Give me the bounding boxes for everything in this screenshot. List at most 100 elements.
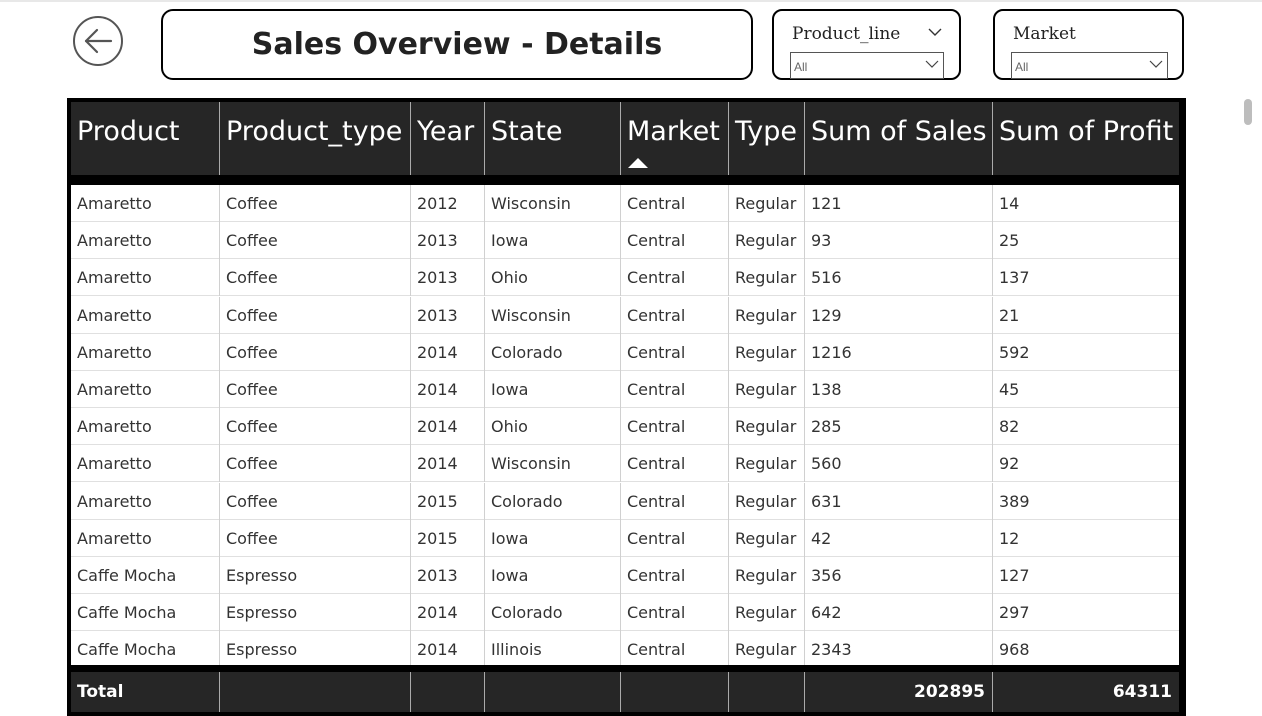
cell-type: Regular: [729, 520, 805, 557]
cell-market: Central: [621, 557, 729, 594]
cell-product: Amaretto: [71, 259, 220, 296]
table-row[interactable]: Caffe Mocha Espresso 2014 Colorado Central Re…: [71, 594, 1179, 631]
cell-sum-of-sales: 356: [805, 557, 993, 594]
cell-sum-of-profit: 14: [999, 194, 1020, 213]
market-slicer: Market All: [993, 9, 1184, 80]
table-row[interactable]: Amaretto Coffee 2013 Iowa Central Regular 93 25: [71, 222, 1179, 259]
total-cell-empty: [485, 672, 621, 712]
cell-market: Central: [621, 445, 729, 482]
cell-year: 2014: [411, 334, 485, 371]
cell-type: Regular: [729, 259, 805, 296]
back-button[interactable]: [73, 16, 123, 66]
vertical-scrollbar[interactable]: [1244, 99, 1252, 125]
table-row[interactable]: Amaretto Coffee 2014 Ohio Central Regular 285 8…: [71, 408, 1179, 445]
product-line-dropdown-value: All: [794, 60, 808, 74]
cell-product: Amaretto: [71, 520, 220, 557]
product-line-dropdown[interactable]: All: [790, 52, 944, 79]
cell-market: Central: [621, 185, 729, 222]
cell-sum-of-sales: 42: [805, 520, 993, 557]
cell-year: 2012: [411, 185, 485, 222]
cell-product-type: Espresso: [220, 594, 411, 631]
column-header-sum-of-profit[interactable]: Sum of Profit: [999, 116, 1174, 147]
cell-product-type: Coffee: [220, 185, 411, 222]
table-row[interactable]: Amaretto Coffee 2014 Colorado Central Regular…: [71, 334, 1179, 371]
total-cell-empty: [621, 672, 729, 712]
cell-state: Colorado: [485, 334, 621, 371]
cell-product-type: Coffee: [220, 297, 411, 334]
table-total-row: Total 202895 64311: [71, 672, 1179, 712]
market-dropdown[interactable]: All: [1011, 52, 1168, 79]
cell-product: Amaretto: [71, 297, 220, 334]
table-row[interactable]: Amaretto Coffee 2013 Ohio Central Regular 516 1…: [71, 259, 1179, 296]
cell-sum-of-profit: 82: [999, 417, 1020, 436]
cell-market: Central: [621, 297, 729, 334]
cell-market: Central: [621, 371, 729, 408]
column-header-sum-of-sales[interactable]: Sum of Sales: [805, 102, 993, 175]
table-row[interactable]: Amaretto Coffee 2014 Iowa Central Regular 138 4…: [71, 371, 1179, 408]
cell-product-type: Coffee: [220, 445, 411, 482]
cell-sum-of-sales: 560: [805, 445, 993, 482]
top-edge: [0, 0, 1262, 2]
cell-product: Caffe Mocha: [71, 594, 220, 631]
page-title-box: Sales Overview - Details: [161, 9, 753, 80]
cell-product: Amaretto: [71, 445, 220, 482]
cell-product-type: Coffee: [220, 222, 411, 259]
column-header-product[interactable]: Product: [71, 102, 220, 175]
cell-market: Central: [621, 222, 729, 259]
cell-product-type: Espresso: [220, 631, 411, 665]
cell-sum-of-sales: 2343: [805, 631, 993, 665]
cell-year: 2015: [411, 483, 485, 520]
cell-sum-of-sales: 631: [805, 483, 993, 520]
cell-year: 2014: [411, 445, 485, 482]
column-header-year[interactable]: Year: [411, 102, 485, 175]
cell-product: Amaretto: [71, 334, 220, 371]
column-header-market[interactable]: Market: [621, 102, 729, 175]
chevron-down-icon: [1149, 60, 1163, 68]
table-header: Product Product_type Year State Market T…: [71, 102, 1179, 175]
cell-sum-of-sales: 516: [805, 259, 993, 296]
table-row[interactable]: Amaretto Coffee 2015 Colorado Central Regular…: [71, 483, 1179, 520]
cell-product: Amaretto: [71, 185, 220, 222]
table-row[interactable]: Amaretto Coffee 2015 Iowa Central Regular 42 12: [71, 520, 1179, 557]
cell-type: Regular: [729, 185, 805, 222]
sales-table: Product Product_type Year State Market T…: [67, 98, 1186, 716]
cell-sum-of-sales: 285: [805, 408, 993, 445]
column-header-market-label: Market: [627, 116, 720, 147]
cell-sum-of-profit: 968: [999, 640, 1030, 659]
chevron-down-icon[interactable]: [928, 28, 942, 37]
total-cell-empty: [729, 672, 805, 712]
cell-type: Regular: [729, 483, 805, 520]
table-row[interactable]: Caffe Mocha Espresso 2014 Illinois Central Re…: [71, 631, 1179, 665]
cell-product-type: Coffee: [220, 371, 411, 408]
column-header-type[interactable]: Type: [729, 102, 805, 175]
cell-year: 2013: [411, 222, 485, 259]
cell-market: Central: [621, 520, 729, 557]
cell-product-type: Coffee: [220, 334, 411, 371]
column-header-product-type[interactable]: Product_type: [220, 102, 411, 175]
table-row[interactable]: Amaretto Coffee 2012 Wisconsin Central Regula…: [71, 185, 1179, 222]
table-row[interactable]: Caffe Mocha Espresso 2013 Iowa Central Regula…: [71, 557, 1179, 594]
cell-state: Iowa: [485, 222, 621, 259]
cell-type: Regular: [729, 557, 805, 594]
cell-product-type: Coffee: [220, 408, 411, 445]
page-title: Sales Overview - Details: [251, 27, 663, 62]
column-header-state[interactable]: State: [485, 102, 621, 175]
cell-product-type: Coffee: [220, 520, 411, 557]
cell-year: 2015: [411, 520, 485, 557]
cell-product-type: Espresso: [220, 557, 411, 594]
cell-year: 2014: [411, 408, 485, 445]
table-row[interactable]: Amaretto Coffee 2013 Wisconsin Central Regula…: [71, 297, 1179, 334]
table-row[interactable]: Amaretto Coffee 2014 Wisconsin Central Regula…: [71, 445, 1179, 482]
total-sum-of-sales: 202895: [805, 672, 993, 712]
cell-state: Wisconsin: [485, 445, 621, 482]
market-slicer-label: Market: [1013, 24, 1076, 44]
cell-sum-of-profit: 592: [999, 343, 1030, 362]
cell-state: Colorado: [485, 594, 621, 631]
cell-sum-of-profit: 25: [999, 231, 1020, 250]
cell-year: 2013: [411, 557, 485, 594]
cell-product-type: Coffee: [220, 259, 411, 296]
cell-type: Regular: [729, 222, 805, 259]
cell-sum-of-profit: 45: [999, 380, 1020, 399]
cell-product: Amaretto: [71, 408, 220, 445]
cell-sum-of-profit: 21: [999, 306, 1020, 325]
